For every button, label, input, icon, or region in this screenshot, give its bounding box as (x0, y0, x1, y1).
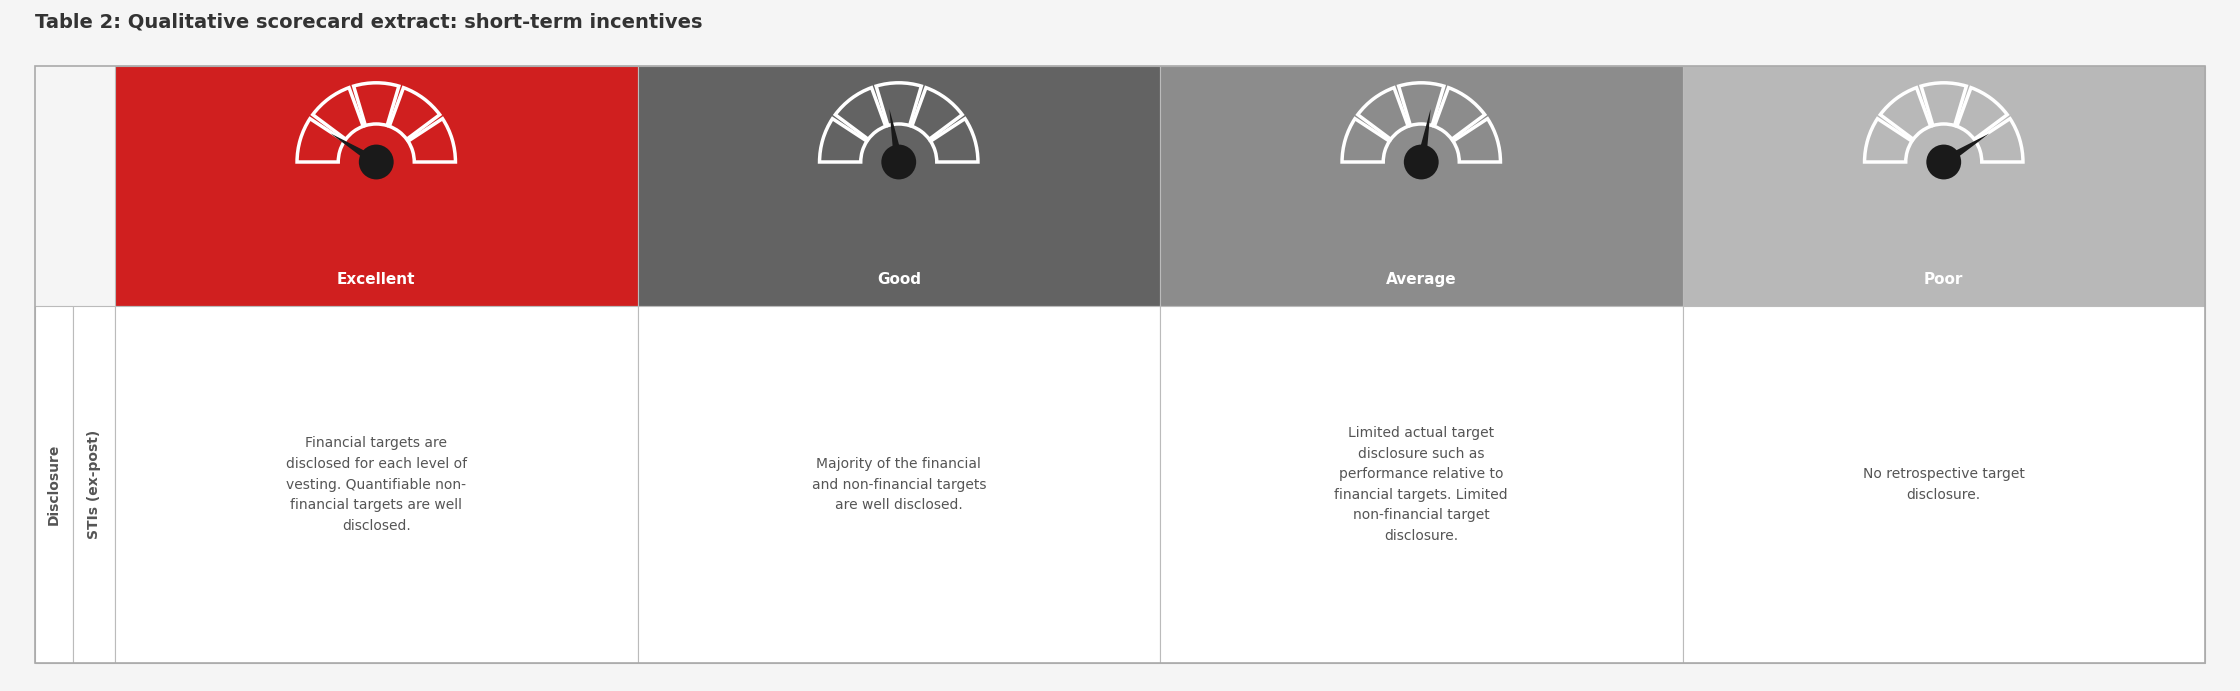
Wedge shape (912, 88, 963, 140)
FancyBboxPatch shape (74, 306, 114, 663)
FancyBboxPatch shape (114, 66, 638, 306)
Text: Limited actual target
disclosure such as
performance relative to
financial targe: Limited actual target disclosure such as… (1335, 426, 1508, 543)
FancyBboxPatch shape (638, 306, 1160, 663)
Text: Good: Good (876, 272, 921, 287)
Wedge shape (836, 88, 885, 140)
FancyBboxPatch shape (1682, 306, 2204, 663)
Circle shape (1926, 144, 1962, 180)
Wedge shape (820, 119, 867, 162)
Wedge shape (1434, 88, 1485, 140)
Circle shape (880, 144, 916, 180)
Wedge shape (1976, 119, 2023, 162)
Wedge shape (876, 83, 921, 126)
FancyBboxPatch shape (114, 306, 638, 663)
Text: Majority of the financial
and non-financial targets
are well disclosed.: Majority of the financial and non-financ… (811, 457, 986, 512)
Wedge shape (408, 119, 455, 162)
Wedge shape (298, 119, 345, 162)
Wedge shape (1879, 88, 1931, 140)
Wedge shape (930, 119, 979, 162)
Wedge shape (1398, 83, 1445, 126)
Polygon shape (889, 109, 903, 163)
Wedge shape (354, 83, 399, 126)
Polygon shape (1416, 109, 1431, 163)
Wedge shape (1864, 119, 1913, 162)
Wedge shape (314, 88, 363, 140)
Text: Average: Average (1387, 272, 1456, 287)
FancyBboxPatch shape (638, 66, 1160, 306)
FancyBboxPatch shape (1682, 66, 2204, 306)
Text: STIs (ex-post): STIs (ex-post) (87, 430, 101, 539)
Wedge shape (1342, 119, 1389, 162)
Text: Table 2: Qualitative scorecard extract: short-term incentives: Table 2: Qualitative scorecard extract: … (36, 12, 703, 31)
Polygon shape (1942, 133, 1989, 166)
Text: Poor: Poor (1924, 272, 1964, 287)
Circle shape (1404, 144, 1438, 180)
Text: Financial targets are
disclosed for each level of
vesting. Quantifiable non-
fin: Financial targets are disclosed for each… (287, 436, 466, 533)
Wedge shape (1922, 83, 1967, 126)
FancyBboxPatch shape (1160, 66, 1682, 306)
Text: Excellent: Excellent (336, 272, 414, 287)
Text: No retrospective target
disclosure.: No retrospective target disclosure. (1864, 467, 2025, 502)
Text: Disclosure: Disclosure (47, 444, 60, 525)
Wedge shape (1357, 88, 1409, 140)
Wedge shape (390, 88, 439, 140)
FancyBboxPatch shape (36, 306, 74, 663)
Wedge shape (1958, 88, 2007, 140)
Polygon shape (332, 133, 379, 166)
FancyBboxPatch shape (1160, 306, 1682, 663)
Wedge shape (1454, 119, 1501, 162)
Circle shape (358, 144, 394, 180)
